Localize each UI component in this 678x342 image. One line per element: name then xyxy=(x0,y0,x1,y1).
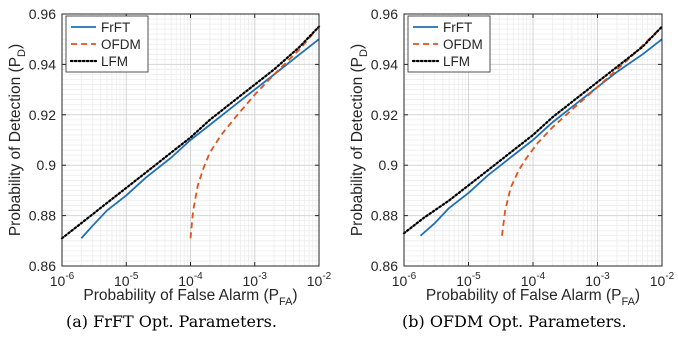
chart-panel-1: 10-6 10-5 10-4 10-3 10-2 0.86 0.88 0.9 0.92 0.94 0… xyxy=(349,6,675,308)
caption-b: (b) OFDM Opt. Parameters. xyxy=(402,312,627,331)
y-tick-label: 0.92 xyxy=(29,107,56,123)
legend-label-lfm: LFM xyxy=(101,54,128,69)
legend-label-ofdm: OFDM xyxy=(443,37,483,52)
series-line-ofdm xyxy=(189,26,320,239)
legend-label-frft: FrFT xyxy=(443,20,472,35)
legend-box xyxy=(407,15,491,73)
x-tick-label: 10-2 xyxy=(307,271,332,289)
x-tick-label: 10-5 xyxy=(456,271,481,289)
y-tick-label: 0.9 xyxy=(37,157,57,173)
chart-panel-0: 10-6 10-5 10-4 10-3 10-2 0.86 0.88 0.9 0.92 0.94 0… xyxy=(7,6,332,308)
x-tick-label: 10-4 xyxy=(521,271,546,289)
series-line-ofdm xyxy=(501,25,663,236)
y-tick-label: 0.92 xyxy=(371,107,398,123)
x-tick-label: 10-6 xyxy=(392,271,417,289)
x-tick-label: 10-6 xyxy=(50,271,75,289)
x-tick-label: 10-3 xyxy=(585,271,610,289)
x-tick-label: 10-5 xyxy=(114,271,139,289)
x-tick-label: 10-2 xyxy=(650,271,675,289)
y-tick-label: 0.9 xyxy=(379,157,399,173)
y-axis-label: Probability of Detection (PD) xyxy=(349,44,370,236)
series-line-frft xyxy=(419,38,663,237)
series-line-lfm xyxy=(402,25,664,235)
y-tick-label: 0.94 xyxy=(371,56,398,72)
legend: FrFT OFDM LFM xyxy=(65,15,149,73)
legend-label-ofdm: OFDM xyxy=(101,37,141,52)
legend-label-frft: FrFT xyxy=(101,20,130,35)
y-tick-label: 0.96 xyxy=(29,6,56,22)
x-tick-label: 10-3 xyxy=(243,271,268,289)
legend: FrFT OFDM LFM xyxy=(407,15,491,73)
x-axis-label: Probability of False Alarm (PFA) xyxy=(83,287,297,308)
y-tick-label: 0.88 xyxy=(371,208,398,224)
y-tick-label: 0.88 xyxy=(29,208,56,224)
series-line-lfm xyxy=(60,25,321,240)
y-tick-label: 0.96 xyxy=(371,6,398,22)
series-line-frft xyxy=(80,38,320,239)
x-tick-label: 10-4 xyxy=(178,271,203,289)
legend-box xyxy=(65,15,149,73)
y-axis-label: Probability of Detection (PD) xyxy=(7,44,28,236)
y-tick-label: 0.86 xyxy=(371,258,398,274)
y-tick-label: 0.94 xyxy=(29,56,56,72)
legend-label-lfm: LFM xyxy=(443,54,470,69)
caption-a: (a) FrFT Opt. Parameters. xyxy=(66,312,277,331)
y-tick-label: 0.86 xyxy=(29,258,56,274)
x-axis-label: Probability of False Alarm (PFA) xyxy=(426,287,640,308)
